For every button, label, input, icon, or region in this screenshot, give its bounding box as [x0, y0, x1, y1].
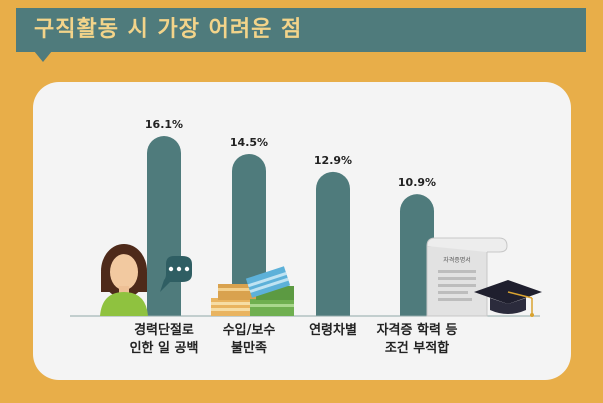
category-label-4-line-2: 조건 부적합 [385, 340, 449, 356]
bar-3 [316, 171, 350, 316]
category-label-3-line-1: 연령차별 [309, 322, 357, 338]
title-banner [16, 8, 586, 52]
speech-bubble-icon [160, 256, 192, 292]
woman-avatar-icon [100, 244, 148, 316]
bar-1 [147, 136, 181, 316]
money-stack-icon [211, 266, 294, 316]
chart-panel [33, 82, 571, 380]
category-label-2-line-1: 수입/보수 [223, 323, 276, 338]
bar-4 [400, 194, 434, 316]
category-label-1-line-1: 경력단절로 [134, 322, 194, 338]
graduation-cap-icon [474, 280, 542, 317]
category-label-1-line-2: 인한 일 공백 [130, 340, 199, 356]
value-label-4: 10.9% [398, 176, 436, 189]
certificate-scroll-icon: 자격증명서 [426, 237, 508, 317]
value-label-1: 16.1% [145, 118, 183, 131]
certificate-title: 자격증명서 [443, 256, 471, 264]
category-label-2-line-2: 불만족 [231, 340, 267, 356]
value-label-2: 14.5% [230, 136, 268, 149]
category-label-4-line-1: 자격증 학력 등 [377, 322, 458, 338]
value-label-3: 12.9% [314, 154, 352, 167]
value-labels-group: 16.1% 14.5% 12.9% 10.9% [145, 118, 436, 189]
page-title: 구직활동 시 가장 어려운 점 [34, 17, 303, 42]
banner-pointer [34, 51, 52, 62]
